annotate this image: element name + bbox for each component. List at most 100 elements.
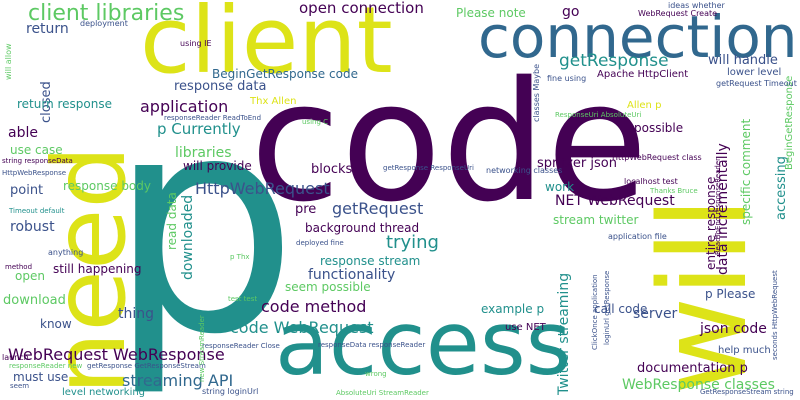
- word: WebResponse classes: [622, 377, 775, 393]
- word: return response: [17, 97, 113, 111]
- word: HttpWebRequest: [195, 179, 330, 198]
- word: server: [633, 306, 678, 322]
- word: getRequest: [332, 199, 424, 218]
- word: ideas whether: [668, 1, 725, 10]
- word: know: [40, 317, 72, 331]
- word: use case: [10, 143, 63, 157]
- word: Timeout default: [9, 207, 65, 215]
- word: example p: [481, 302, 545, 316]
- word: HttpWebResponse: [2, 169, 67, 177]
- word: will handle: [708, 53, 778, 68]
- word: ReadToEnd responseReader: [714, 157, 722, 255]
- word: thing: [118, 306, 155, 322]
- word: code: [250, 46, 648, 238]
- word: string loginUrl: [202, 387, 259, 396]
- word: documentation p: [637, 361, 748, 376]
- word: call code: [594, 302, 648, 316]
- word: blocks: [311, 162, 353, 177]
- word: must use: [13, 370, 69, 384]
- word: robust: [10, 219, 55, 235]
- word: getResponse: [559, 51, 669, 71]
- word: help much: [718, 345, 771, 356]
- word: application file: [608, 232, 667, 241]
- word: seconds HttpWebRequest: [771, 270, 779, 360]
- word: response body: [63, 179, 151, 193]
- word: localhost test: [624, 177, 678, 186]
- word: still happening: [53, 262, 142, 276]
- word: level networking: [62, 387, 146, 398]
- word: p Thx: [230, 253, 250, 261]
- word: getResponse GetResponseStream: [87, 362, 206, 370]
- word: client libraries: [28, 1, 185, 26]
- word: code method: [261, 297, 367, 316]
- word: response data: [174, 79, 267, 94]
- word: deployment: [80, 19, 128, 28]
- word: will allow: [4, 43, 13, 80]
- word: deployed fine: [296, 239, 344, 247]
- word: anything: [48, 248, 84, 257]
- word: trying: [386, 232, 439, 253]
- word: test test: [228, 295, 258, 303]
- word: connection: [478, 3, 798, 71]
- word: responseReader new: [9, 362, 83, 370]
- word: string responseData: [2, 157, 73, 165]
- word: getRequest Timeout: [716, 79, 797, 88]
- word: streaming API: [122, 371, 234, 390]
- word: NET WebRequest: [555, 193, 675, 209]
- word: AbsoluteUri StreamReader: [336, 389, 429, 397]
- word: return: [26, 21, 69, 37]
- word: work: [545, 180, 575, 194]
- word: use NET: [505, 322, 546, 333]
- word: BeginGetResponse code: [212, 67, 358, 81]
- word: go: [562, 4, 580, 20]
- word: fine using: [547, 74, 587, 83]
- word: downloaded: [180, 194, 196, 280]
- word: response stream: [320, 254, 421, 268]
- word: p Please: [705, 287, 756, 301]
- word: seem: [10, 382, 30, 390]
- word: responseReader ReadToEnd: [164, 114, 262, 122]
- word: seem possible: [285, 280, 371, 294]
- word: possible: [634, 121, 684, 135]
- word: p: [108, 51, 299, 400]
- word: Please note: [456, 6, 526, 20]
- word: client: [140, 0, 393, 94]
- word: networking classes: [486, 166, 563, 175]
- word: WebRequest WebResponse: [8, 345, 225, 364]
- word: functionality: [308, 267, 396, 283]
- word: pre: [295, 202, 317, 217]
- word: GetResponseStream string: [700, 388, 794, 396]
- word: application: [140, 97, 229, 116]
- word: HttpWebRequest class: [612, 153, 702, 162]
- word: launch: [2, 353, 29, 362]
- word: specific comment: [739, 118, 753, 225]
- word: access: [275, 292, 572, 395]
- word: responseData responseReader: [318, 341, 426, 349]
- word: Thanks Bruce: [650, 187, 698, 195]
- word: spritzer json: [537, 156, 617, 171]
- word: code WebRequest: [230, 318, 374, 337]
- word: new StreamReader: [198, 315, 206, 382]
- word: loginUrl getResponse: [603, 270, 611, 345]
- word: WebRequest Create: [638, 9, 718, 18]
- word: ClickOnce application: [591, 274, 599, 350]
- word: ResponseUri AbsoluteUri: [555, 111, 642, 119]
- word: wrong: [365, 370, 387, 378]
- word: Allen p: [627, 100, 662, 111]
- word: lower level: [727, 67, 782, 78]
- word: BeginGetResponse: [784, 75, 795, 170]
- word: method: [5, 263, 33, 271]
- word: point: [10, 183, 44, 198]
- word: will provide: [183, 159, 252, 173]
- word: responseReader Close: [202, 342, 280, 350]
- word: getResponse ResponseUri: [383, 164, 474, 172]
- word: json code: [700, 321, 767, 337]
- word: libraries: [175, 145, 232, 161]
- word: classes Maybe: [532, 63, 541, 122]
- word: able: [8, 125, 38, 141]
- word: background thread: [305, 221, 420, 235]
- word: Apache HttpClient: [597, 69, 689, 80]
- word: open: [15, 269, 45, 283]
- word: Thx Allen: [250, 96, 297, 107]
